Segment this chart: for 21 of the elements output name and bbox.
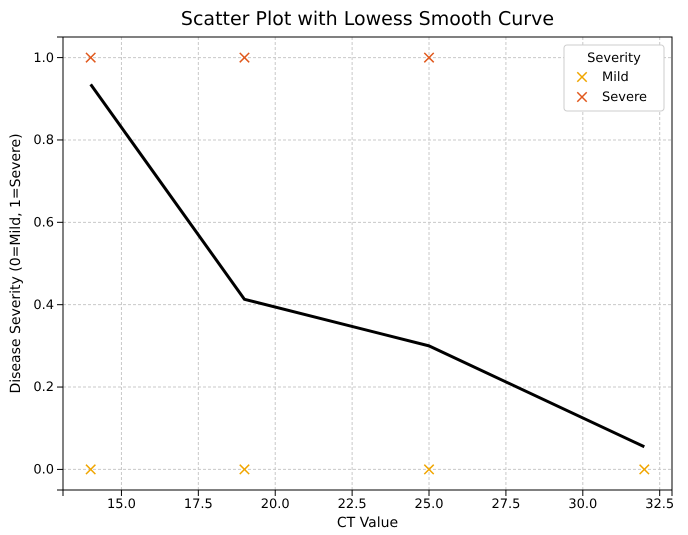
- line-series: [89, 82, 646, 448]
- y-tick-label: 0.6: [33, 215, 54, 230]
- chart-title: Scatter Plot with Lowess Smooth Curve: [180, 8, 554, 30]
- y-tick-label: 1.0: [33, 50, 54, 66]
- y-tick-label: 0.8: [33, 133, 54, 148]
- x-axis-title: CT Value: [336, 515, 398, 531]
- legend-title: Severity: [587, 51, 642, 66]
- legend-label: Severe: [602, 90, 647, 105]
- x-tick-label: 17.5: [184, 497, 213, 512]
- y-tick-label: 0.0: [33, 462, 54, 478]
- x-tick-label: 15.0: [106, 497, 136, 512]
- x-tick-label: 20.0: [260, 497, 290, 512]
- x-tick-label: 25.0: [414, 497, 444, 512]
- y-axis-title: Disease Severity (0=Mild, 1=Severe): [8, 133, 24, 394]
- x-tick-label: 32.5: [645, 497, 674, 512]
- y-tick-label: 0.4: [33, 298, 54, 313]
- y-tick-label: 0.2: [33, 380, 54, 396]
- legend-label: Mild: [602, 70, 629, 85]
- x-tick-label: 30.0: [568, 497, 598, 512]
- x-tick-label: 27.5: [491, 497, 520, 512]
- x-tick-label: 22.5: [338, 497, 367, 512]
